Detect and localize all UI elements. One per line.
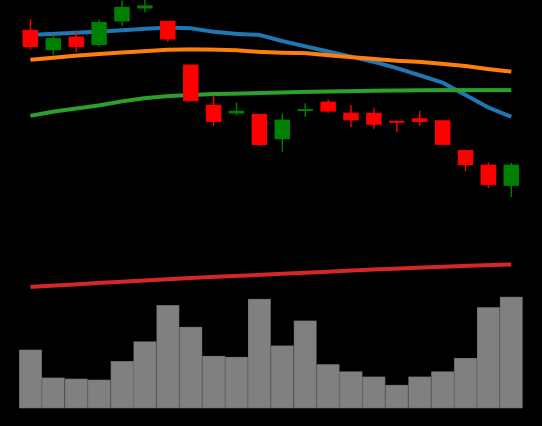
candle bbox=[320, 99, 336, 114]
volume-bar bbox=[339, 371, 363, 409]
moving-average-line-4 bbox=[30, 262, 512, 289]
volume-bar bbox=[64, 378, 88, 409]
candle-body bbox=[22, 29, 39, 47]
candle-body bbox=[434, 120, 451, 145]
candle bbox=[68, 31, 85, 53]
candle bbox=[389, 120, 405, 133]
volume-bar bbox=[110, 361, 134, 409]
candle-body bbox=[297, 109, 314, 112]
volume-bar bbox=[499, 296, 523, 409]
volume-bar bbox=[316, 364, 340, 409]
candle-body bbox=[45, 38, 62, 51]
candle bbox=[114, 0, 130, 26]
candle bbox=[503, 162, 520, 198]
volume-bar bbox=[454, 357, 477, 409]
candle bbox=[91, 19, 107, 47]
candle bbox=[45, 34, 62, 55]
volume-bar bbox=[202, 355, 226, 409]
volume-bar bbox=[293, 320, 317, 409]
candle bbox=[412, 111, 428, 127]
candle bbox=[251, 113, 268, 146]
volume-bar bbox=[41, 377, 65, 409]
candle-body bbox=[137, 5, 153, 9]
candle-body bbox=[228, 110, 245, 114]
volume-bars bbox=[19, 296, 523, 409]
candle-body bbox=[343, 112, 359, 121]
moving-average-lines bbox=[30, 25, 513, 289]
candle-body bbox=[91, 21, 107, 46]
candle bbox=[183, 64, 199, 102]
candle bbox=[205, 95, 222, 126]
candle bbox=[434, 120, 451, 145]
candle bbox=[274, 113, 291, 152]
volume-bar bbox=[156, 305, 180, 409]
volume-bar bbox=[179, 326, 203, 409]
moving-average-line-1 bbox=[30, 25, 513, 119]
candle bbox=[137, 0, 153, 13]
volume-bar bbox=[270, 345, 294, 409]
candle bbox=[343, 105, 359, 127]
candle-body bbox=[160, 20, 176, 40]
volume-bar bbox=[248, 298, 271, 409]
volume-bar bbox=[362, 376, 386, 409]
candle-body bbox=[183, 64, 199, 102]
moving-average-line-2 bbox=[30, 47, 512, 74]
candle-body bbox=[366, 112, 382, 125]
candle-body bbox=[251, 113, 268, 146]
volume-bar bbox=[431, 371, 455, 409]
volume-bar bbox=[476, 307, 500, 409]
candles bbox=[22, 0, 520, 198]
volume-bar bbox=[133, 341, 157, 409]
candle-body bbox=[320, 101, 336, 112]
candle bbox=[228, 102, 245, 116]
candle-body bbox=[114, 6, 130, 22]
volume-bar bbox=[385, 384, 409, 409]
volume-bar bbox=[87, 379, 111, 409]
candle bbox=[366, 108, 382, 129]
candle bbox=[22, 19, 39, 50]
candle-body bbox=[389, 120, 405, 123]
candle bbox=[160, 20, 176, 43]
volume-bar bbox=[225, 356, 248, 409]
candle bbox=[297, 103, 314, 117]
candle-body bbox=[412, 118, 428, 123]
candle-body bbox=[503, 164, 520, 186]
candle bbox=[480, 162, 497, 189]
moving-average-line-3 bbox=[30, 88, 512, 118]
candle-body bbox=[457, 149, 474, 165]
candle bbox=[457, 149, 474, 172]
candle-body bbox=[274, 119, 291, 140]
volume-bar bbox=[19, 349, 42, 409]
candle-body bbox=[480, 164, 497, 185]
candle-body bbox=[205, 104, 222, 123]
candle-body bbox=[68, 36, 85, 48]
volume-bar bbox=[408, 376, 432, 409]
